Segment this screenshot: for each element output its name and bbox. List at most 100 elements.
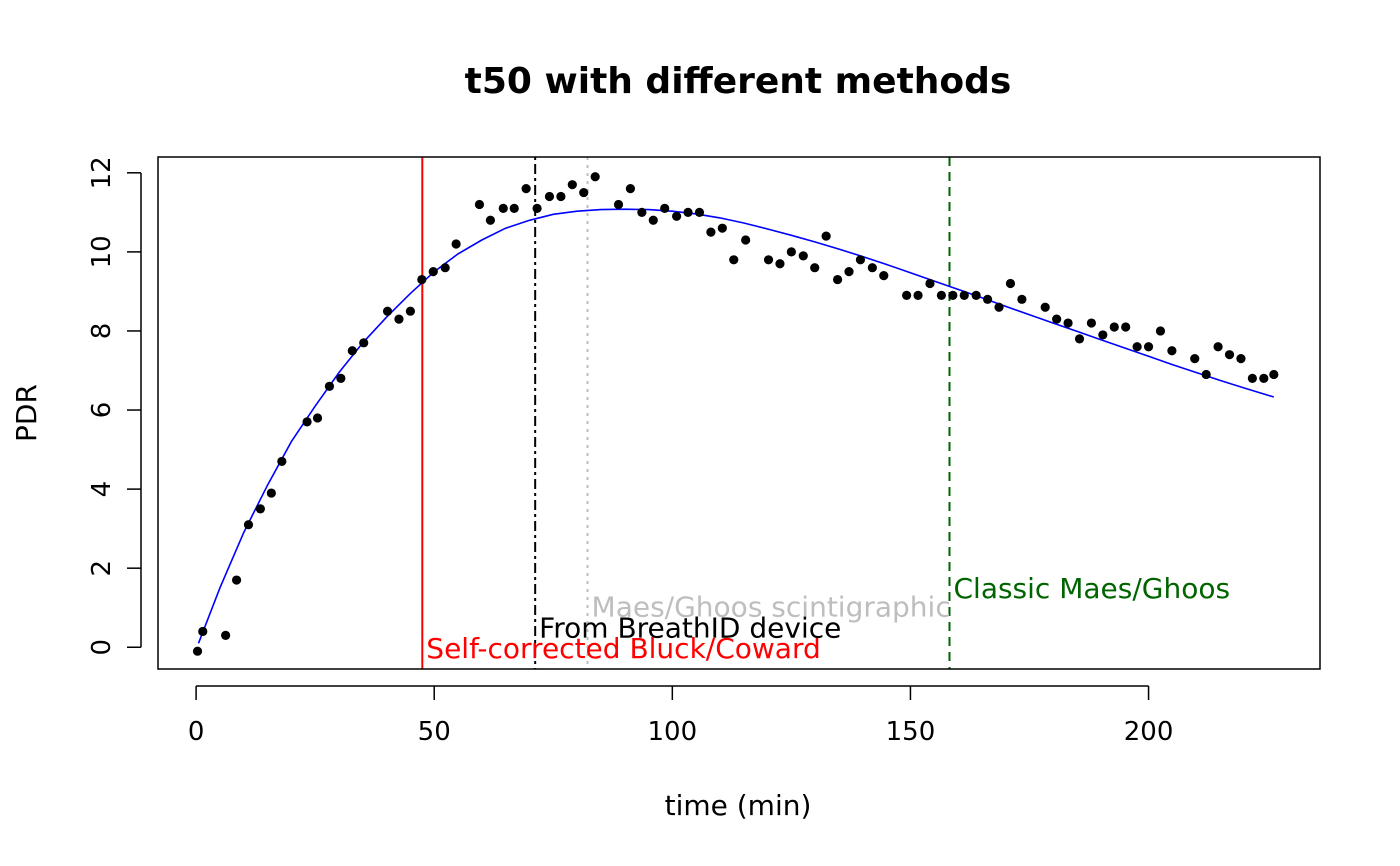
data-point — [1040, 302, 1050, 312]
data-point — [741, 235, 751, 245]
x-tick-label: 0 — [188, 717, 205, 747]
data-point — [394, 314, 404, 324]
data-point — [867, 263, 877, 273]
plot-frame — [157, 156, 1321, 670]
data-point — [312, 413, 323, 423]
data-point — [683, 207, 693, 217]
data-point — [798, 251, 808, 261]
y-tick-label: 0 — [87, 639, 117, 656]
reference-line-label-3: Maes/Ghoos scintigraphic — [592, 591, 951, 624]
data-point — [521, 184, 531, 194]
data-point — [198, 626, 208, 637]
data-point — [347, 346, 357, 356]
data-point — [706, 227, 716, 237]
y-tick-label: 4 — [87, 481, 117, 498]
y-tick-label: 6 — [87, 402, 117, 419]
data-point — [544, 191, 555, 202]
y-axis: 0 2 4 6 8 10 12 — [87, 156, 142, 656]
data-point — [336, 373, 346, 384]
data-point — [1259, 373, 1269, 384]
data-point — [324, 381, 335, 391]
data-point — [982, 294, 993, 304]
data-point — [763, 255, 774, 265]
data-point — [1052, 314, 1062, 324]
y-tick-label: 10 — [87, 235, 117, 268]
data-point — [474, 199, 485, 210]
data-point — [231, 575, 242, 585]
x-tick-label: 150 — [886, 717, 936, 747]
data-point — [948, 290, 958, 300]
chart-title: t50 with different methods — [465, 61, 1012, 102]
data-point — [1005, 278, 1016, 289]
data-point — [1132, 342, 1142, 352]
data-point — [1269, 369, 1279, 380]
data-point — [925, 278, 935, 289]
data-point — [417, 274, 427, 285]
x-axis: 0 50 100 150 200 — [188, 685, 1174, 747]
reference-line-label-2: From BreathID device — [539, 611, 841, 644]
data-point — [637, 207, 647, 217]
y-tick-label: 8 — [87, 323, 117, 340]
data-point — [821, 231, 831, 241]
data-point — [192, 646, 203, 656]
data-point — [1201, 369, 1211, 380]
x-tick-label: 50 — [418, 717, 451, 747]
data-point — [1167, 346, 1177, 356]
y-tick-label: 12 — [87, 156, 117, 189]
data-point — [1098, 330, 1108, 340]
data-point — [672, 211, 682, 221]
data-point — [221, 630, 231, 640]
reference-lines — [421, 157, 951, 669]
reference-line-label-4: Classic Maes/Ghoos — [953, 572, 1230, 605]
data-point — [855, 255, 866, 265]
data-point — [775, 259, 785, 269]
data-point — [1213, 342, 1223, 352]
data-point — [405, 306, 416, 316]
data-point — [1236, 354, 1246, 364]
data-point — [1224, 350, 1235, 360]
x-tick-label: 200 — [1124, 717, 1174, 747]
data-point — [786, 247, 796, 257]
y-axis-label: PDR — [10, 384, 43, 442]
data-point — [648, 215, 658, 225]
data-point — [1155, 326, 1166, 336]
data-point — [936, 290, 946, 300]
data-point — [1143, 342, 1154, 352]
data-point — [1121, 322, 1131, 332]
data-points — [192, 172, 1279, 656]
data-point — [485, 215, 496, 225]
data-point — [625, 184, 636, 194]
data-point — [1247, 373, 1257, 384]
data-point — [959, 290, 969, 300]
fit-curve — [197, 208, 1275, 644]
data-point — [717, 223, 727, 233]
data-point — [255, 504, 265, 514]
data-point — [277, 456, 287, 467]
data-point — [971, 290, 981, 300]
data-point — [810, 263, 820, 273]
data-point — [1074, 334, 1085, 344]
data-point — [428, 267, 438, 277]
fit-curve-layer — [197, 208, 1275, 644]
data-point — [1017, 294, 1027, 304]
data-point — [729, 255, 739, 265]
data-point — [440, 263, 450, 273]
data-point — [660, 203, 670, 213]
x-tick-label: 100 — [648, 717, 698, 747]
data-point — [1086, 318, 1097, 328]
data-point — [879, 271, 889, 281]
data-point — [844, 267, 854, 277]
data-point — [567, 180, 577, 190]
data-point — [1063, 318, 1073, 328]
data-point — [590, 172, 600, 182]
data-point — [243, 520, 254, 530]
data-point — [613, 199, 624, 210]
data-point — [832, 274, 843, 285]
x-axis-label: time (min) — [665, 789, 812, 822]
data-point — [694, 207, 705, 217]
data-point — [902, 290, 912, 300]
data-point — [579, 187, 589, 198]
